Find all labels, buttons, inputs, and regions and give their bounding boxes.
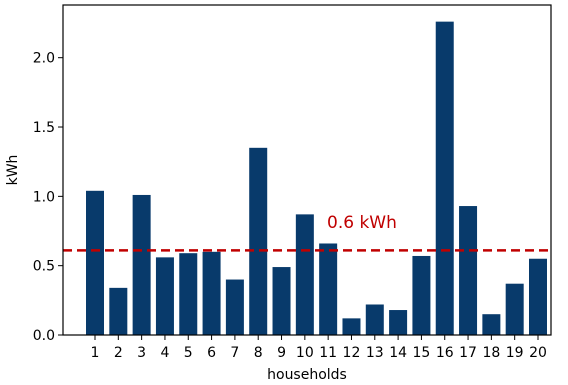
bar-household-7: [225, 279, 244, 335]
bar-household-19: [505, 283, 524, 335]
y-tick-label: 1.0: [33, 189, 55, 205]
bar-household-9: [272, 267, 291, 335]
reference-line-label: 0.6 kWh: [327, 213, 397, 233]
bar-household-14: [389, 310, 408, 335]
x-tick-label: 20: [529, 345, 547, 361]
y-tick-label: 1.5: [33, 120, 55, 136]
x-tick-label: 1: [91, 345, 100, 361]
bar-household-4: [155, 257, 174, 335]
y-axis-label: kWh: [5, 155, 21, 186]
x-tick-label: 10: [296, 345, 314, 361]
bar-household-16: [435, 21, 454, 336]
bar-household-3: [132, 194, 151, 335]
bar-household-6: [202, 251, 221, 335]
x-tick-label: 13: [366, 345, 384, 361]
y-tick-label: 0.0: [33, 328, 55, 344]
bar-household-18: [482, 314, 501, 335]
x-tick-label: 11: [319, 345, 337, 361]
y-axis: 0.0 0.5 1.0 1.5 2.0: [33, 51, 63, 344]
x-tick-label: 8: [254, 345, 263, 361]
x-tick-label: 12: [343, 345, 361, 361]
bar-household-5: [179, 253, 198, 335]
x-tick-label: 7: [230, 345, 239, 361]
bar-household-1: [86, 190, 104, 335]
bar-household-12: [342, 318, 361, 335]
x-tick-label: 16: [436, 345, 454, 361]
bar-household-15: [412, 255, 431, 335]
x-axis: 1 2 3 4 5 6 7 8 9 10 11 12 13 14 15 16 17 18 19 20: [91, 335, 547, 361]
x-tick-label: 9: [277, 345, 286, 361]
bar-household-2: [109, 287, 128, 335]
bar-household-8: [249, 147, 268, 335]
x-tick-label: 15: [413, 345, 431, 361]
x-tick-label: 18: [482, 345, 500, 361]
bars-layer: [86, 21, 547, 336]
x-tick-label: 4: [160, 345, 169, 361]
y-tick-label: 2.0: [33, 51, 55, 67]
y-tick-label: 0.5: [33, 259, 55, 275]
x-tick-label: 19: [506, 345, 524, 361]
bar-household-17: [459, 206, 478, 335]
x-tick-label: 2: [114, 345, 123, 361]
bar-household-13: [365, 304, 384, 335]
bar-household-11: [319, 243, 338, 335]
x-tick-label: 3: [137, 345, 146, 361]
x-tick-label: 6: [207, 345, 216, 361]
x-tick-label: 14: [389, 345, 407, 361]
x-axis-label: households: [267, 367, 347, 383]
x-tick-label: 5: [184, 345, 193, 361]
x-tick-label: 17: [459, 345, 477, 361]
bar-household-10: [295, 214, 314, 335]
bar-household-20: [529, 258, 547, 335]
plot-frame: [62, 4, 552, 336]
